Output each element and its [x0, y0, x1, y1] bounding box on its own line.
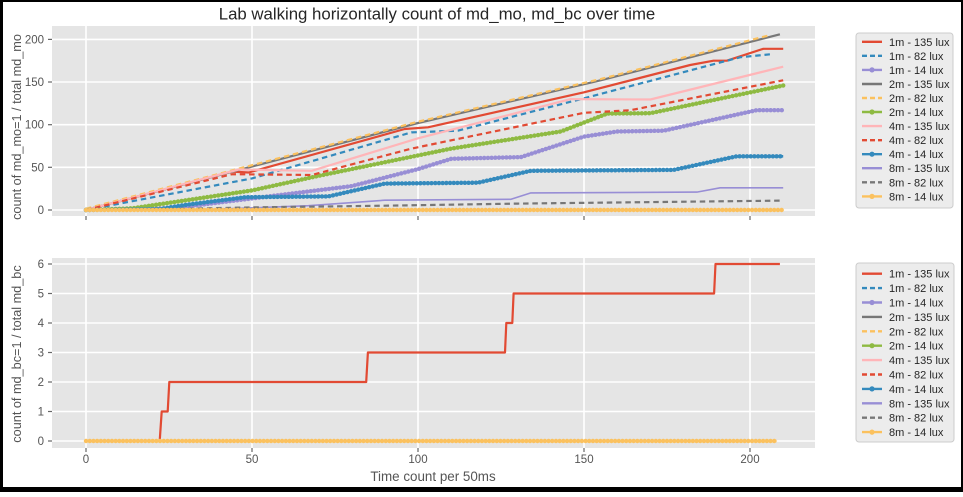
- svg-text:200: 200: [740, 454, 759, 466]
- svg-text:1m - 82 lux: 1m - 82 lux: [889, 283, 944, 295]
- svg-text:4: 4: [38, 318, 45, 330]
- svg-text:2m - 14 lux: 2m - 14 lux: [889, 107, 944, 119]
- svg-text:200: 200: [25, 34, 44, 46]
- svg-text:2m - 82 lux: 2m - 82 lux: [889, 93, 944, 105]
- svg-text:0: 0: [83, 454, 89, 466]
- svg-text:8m - 82 lux: 8m - 82 lux: [889, 413, 944, 425]
- svg-text:5: 5: [38, 289, 44, 301]
- svg-text:1m - 135 lux: 1m - 135 lux: [889, 37, 950, 49]
- svg-text:Lab walking horizontally count: Lab walking horizontally count of md_mo,…: [219, 5, 656, 24]
- svg-text:Time count per 50ms: Time count per 50ms: [370, 469, 496, 484]
- svg-text:1: 1: [38, 407, 44, 419]
- svg-text:100: 100: [25, 120, 44, 132]
- svg-text:4m - 135 lux: 4m - 135 lux: [889, 355, 950, 367]
- svg-text:8m - 135 lux: 8m - 135 lux: [889, 398, 950, 410]
- svg-text:2m - 135 lux: 2m - 135 lux: [889, 79, 950, 91]
- svg-text:50: 50: [31, 162, 44, 174]
- svg-text:100: 100: [408, 454, 427, 466]
- svg-text:1m - 82 lux: 1m - 82 lux: [889, 51, 944, 63]
- svg-text:2m - 14 lux: 2m - 14 lux: [889, 341, 944, 353]
- svg-text:1m - 135 lux: 1m - 135 lux: [889, 269, 950, 281]
- svg-text:4m - 135 lux: 4m - 135 lux: [889, 121, 950, 133]
- svg-text:count of md_bc=1 / total md_bc: count of md_bc=1 / total md_bc: [10, 265, 24, 443]
- svg-text:6: 6: [38, 259, 44, 271]
- svg-text:8m - 135 lux: 8m - 135 lux: [889, 163, 950, 175]
- svg-text:4m - 14 lux: 4m - 14 lux: [889, 149, 944, 161]
- svg-text:8m - 14 lux: 8m - 14 lux: [889, 427, 944, 439]
- svg-text:4m - 82 lux: 4m - 82 lux: [889, 370, 944, 382]
- svg-text:0: 0: [38, 205, 44, 217]
- svg-text:count of md_mo=1 / total md_mo: count of md_mo=1 / total md_mo: [10, 34, 24, 220]
- svg-text:3: 3: [38, 348, 44, 360]
- svg-text:0: 0: [38, 436, 44, 448]
- svg-text:50: 50: [246, 454, 259, 466]
- svg-text:1m - 14 lux: 1m - 14 lux: [889, 65, 944, 77]
- svg-text:2m - 82 lux: 2m - 82 lux: [889, 326, 944, 338]
- svg-text:150: 150: [25, 77, 44, 89]
- svg-text:150: 150: [574, 454, 593, 466]
- svg-text:2: 2: [38, 377, 44, 389]
- svg-text:8m - 82 lux: 8m - 82 lux: [889, 177, 944, 189]
- svg-text:4m - 82 lux: 4m - 82 lux: [889, 135, 944, 147]
- svg-text:1m - 14 lux: 1m - 14 lux: [889, 298, 944, 310]
- svg-text:2m - 135 lux: 2m - 135 lux: [889, 312, 950, 324]
- svg-text:8m - 14 lux: 8m - 14 lux: [889, 191, 944, 203]
- svg-text:4m - 14 lux: 4m - 14 lux: [889, 384, 944, 396]
